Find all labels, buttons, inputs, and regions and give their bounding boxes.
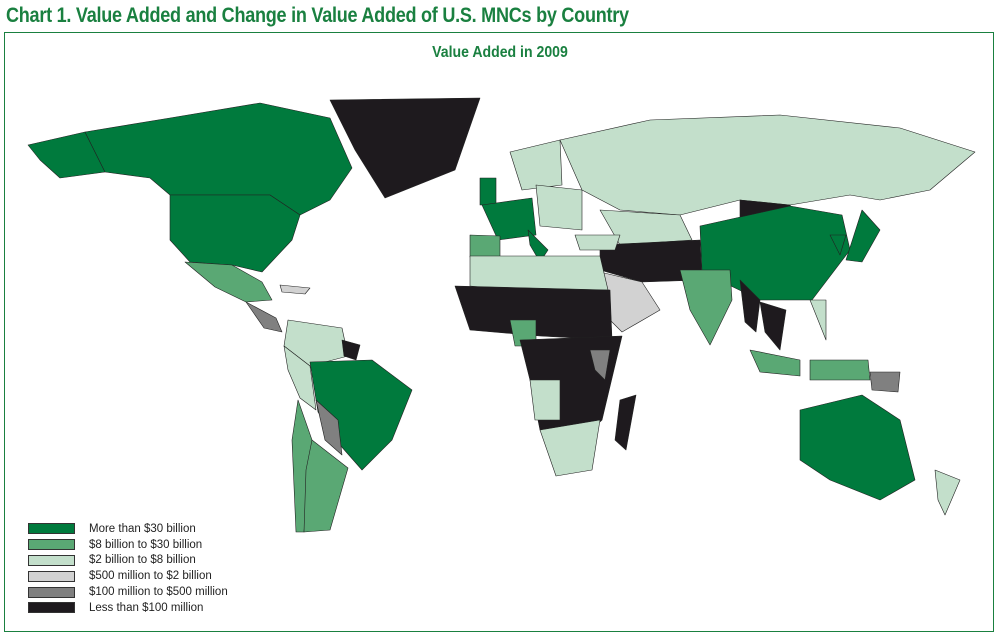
region-chile — [291, 399, 313, 533]
legend-label: $500 million to $2 billion — [89, 570, 212, 583]
map-subtitle: Value Added in 2009 — [432, 44, 568, 61]
legend-swatch — [28, 554, 75, 566]
legend-item: $500 million to $2 billion — [28, 568, 228, 584]
legend-item: $100 million to $500 million — [28, 584, 228, 600]
legend-item: More than $30 billion — [28, 521, 228, 537]
region-indonesia-e — [809, 359, 871, 381]
legend-swatch — [28, 602, 75, 614]
region-mexico — [184, 261, 273, 303]
region-bolivia-paraguay — [315, 399, 343, 456]
region-south-africa — [539, 419, 601, 477]
region-colombia-venezuela — [283, 319, 349, 367]
region-angola — [529, 379, 561, 421]
legend-item: $2 billion to $8 billion — [28, 553, 228, 569]
region-korea — [829, 234, 847, 256]
region-kenya — [589, 349, 611, 381]
region-indochina — [759, 301, 787, 351]
region-alaska — [27, 131, 106, 179]
region-kazakhstan — [599, 209, 693, 246]
region-new-zealand — [934, 469, 961, 516]
region-argentina — [303, 439, 349, 533]
legend-label: $8 billion to $30 billion — [89, 538, 203, 551]
legend-label: $2 billion to $8 billion — [89, 554, 196, 567]
region-eastern-europe — [535, 184, 583, 231]
legend-swatch — [28, 539, 75, 551]
region-uk — [479, 177, 497, 206]
region-turkey — [574, 234, 621, 251]
map-frame — [4, 32, 994, 632]
region-western-europe — [481, 197, 537, 241]
region-caribbean — [279, 284, 311, 295]
legend-item: Less than $100 million — [28, 600, 228, 616]
region-japan — [845, 209, 881, 263]
legend-label: $100 million to $500 million — [89, 586, 228, 599]
legend-label: More than $30 billion — [89, 522, 196, 535]
region-scandinavia — [509, 139, 563, 191]
legend-item: $8 billion to $30 billion — [28, 537, 228, 553]
legend-swatch — [28, 570, 75, 582]
region-iberia — [469, 234, 501, 258]
region-png — [869, 371, 901, 393]
region-north-africa — [469, 255, 609, 293]
legend-swatch — [28, 523, 75, 535]
region-guyana — [341, 339, 361, 361]
region-indonesia-w — [749, 349, 801, 377]
region-greenland — [329, 97, 481, 199]
region-australia — [799, 394, 916, 501]
region-philippines — [809, 299, 827, 341]
region-russia — [559, 114, 976, 216]
region-india — [679, 269, 733, 346]
legend-label: Less than $100 million — [89, 601, 204, 614]
region-madagascar — [614, 394, 637, 451]
region-myanmar — [739, 279, 761, 333]
legend: More than $30 billion $8 billion to $30 … — [28, 521, 228, 616]
chart-title: Chart 1. Value Added and Change in Value… — [6, 4, 629, 27]
legend-swatch — [28, 586, 75, 598]
region-usa — [169, 194, 301, 273]
region-central-america — [245, 301, 283, 333]
region-canada — [84, 102, 353, 216]
region-peru-ecuador — [283, 345, 317, 411]
